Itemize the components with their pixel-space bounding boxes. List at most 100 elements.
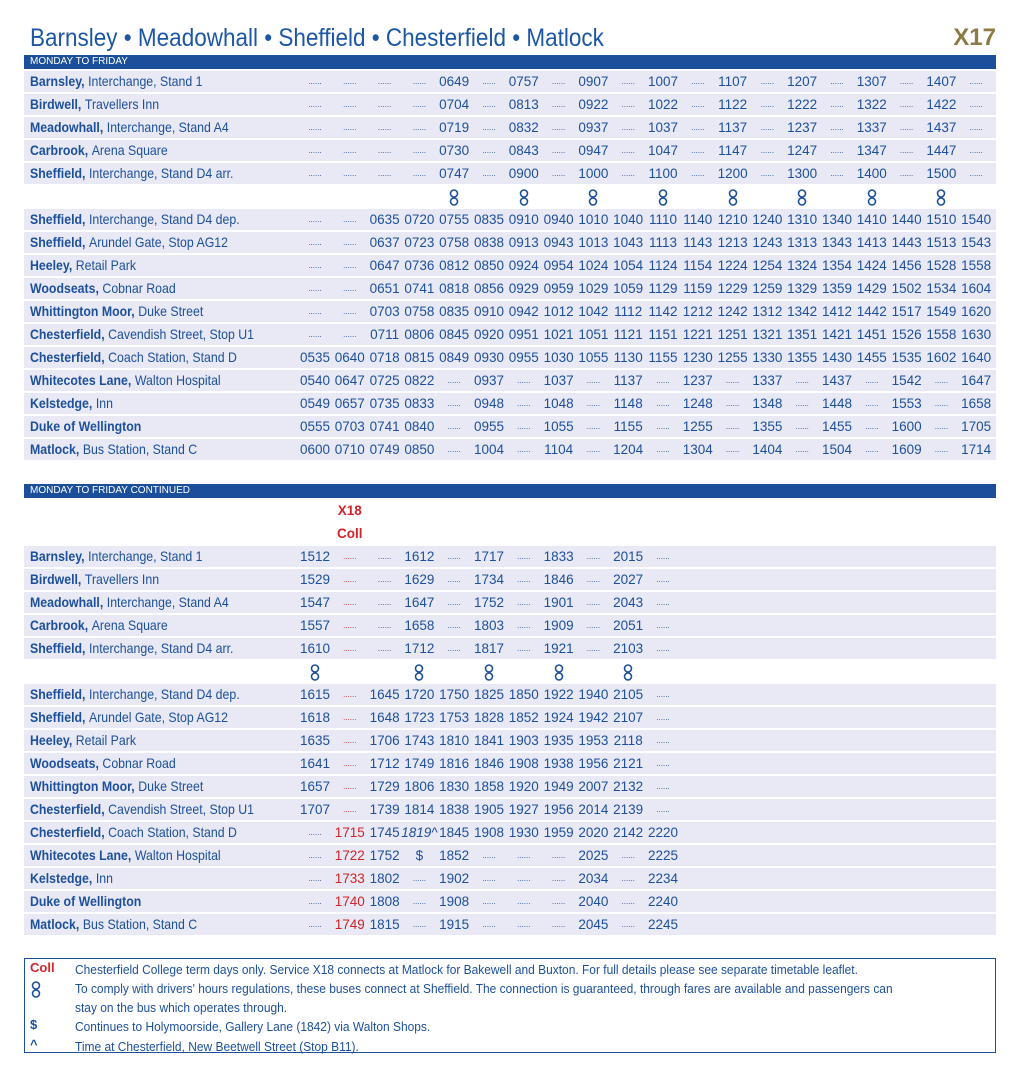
time-cell: 0812 <box>439 258 470 273</box>
stop-place: Duke of Wellington <box>30 418 142 434</box>
time-cell: 0833 <box>404 396 435 411</box>
row-band <box>24 707 996 728</box>
time-cell: 0813 <box>508 97 539 112</box>
row-band <box>24 845 996 866</box>
time-cell: ...... <box>377 552 392 561</box>
time-cell: 0703 <box>334 419 365 434</box>
time-cell: 1602 <box>926 350 957 365</box>
stop-name: Chesterfield, Cavendish Street, Stop U1 <box>30 324 254 345</box>
time-cell: 1647 <box>404 595 435 610</box>
stop-place: Whittington Moor, <box>30 778 135 794</box>
stop-place: Chesterfield, <box>30 326 105 342</box>
time-cell: 1750 <box>439 687 470 702</box>
time-cell: 2007 <box>578 779 609 794</box>
time-cell: ...... <box>447 552 461 561</box>
stop-name: Kelstedge, Inn <box>30 868 113 889</box>
time-cell: ...... <box>621 169 635 178</box>
time-cell: 0719 <box>439 120 470 135</box>
time-cell: 0943 <box>543 235 574 250</box>
time-cell: 2034 <box>578 871 609 886</box>
stop-detail: Arena Square <box>91 617 168 633</box>
stop-place: Sheffield, <box>30 211 86 227</box>
time-cell: ...... <box>691 100 705 109</box>
row-band <box>24 232 996 253</box>
time-cell: 1437 <box>926 120 957 135</box>
time-cell: 1013 <box>578 235 609 250</box>
time-cell: 1935 <box>543 733 574 748</box>
time-cell: ...... <box>343 284 357 293</box>
time-cell: ...... <box>412 77 427 86</box>
stop-name: Sheffield, Interchange, Stand D4 dep. <box>30 209 240 230</box>
time-cell: 0838 <box>473 235 505 250</box>
time-cell: ...... <box>899 77 914 86</box>
time-cell: 1535 <box>891 350 922 365</box>
time-cell: ...... <box>377 598 392 607</box>
stop-detail: Interchange, Stand A4 <box>106 594 229 610</box>
time-cell: 1618 <box>299 710 331 725</box>
time-cell: ...... <box>377 100 392 109</box>
time-cell: 1526 <box>891 327 922 342</box>
time-cell: 0843 <box>508 143 539 158</box>
time-cell: ...... <box>308 330 322 339</box>
time-cell: 1300 <box>787 166 818 181</box>
time-cell: 1221 <box>682 327 713 342</box>
time-cell: 1528 <box>926 258 957 273</box>
row-band <box>24 891 996 912</box>
time-cell: 1113 <box>648 235 678 250</box>
stop-place: Whitecotes Lane, <box>30 372 132 388</box>
connection-icon <box>867 189 877 211</box>
stop-place: Chesterfield, <box>30 801 105 817</box>
time-cell: 1905 <box>473 802 505 817</box>
stop-detail: Coach Station, Stand D <box>108 824 237 840</box>
time-cell: 1255 <box>717 350 748 365</box>
time-cell: 1547 <box>299 595 331 610</box>
time-cell: ...... <box>725 399 740 408</box>
stop-detail: Travellers Inn <box>84 96 160 112</box>
time-cell: ...... <box>656 445 670 454</box>
time-cell: 1430 <box>821 350 853 365</box>
time-cell: 1040 <box>613 212 644 227</box>
time-cell: 1207 <box>787 74 818 89</box>
time-cell: ...... <box>343 598 357 607</box>
time-cell: 1723 <box>404 710 435 725</box>
time-cell: 1147 <box>718 143 748 158</box>
chain-icon <box>623 664 633 681</box>
time-cell: ...... <box>656 422 670 431</box>
row-band <box>24 615 996 636</box>
stop-place: Sheffield, <box>30 165 86 181</box>
row-band <box>24 592 996 613</box>
time-cell: ...... <box>308 307 322 316</box>
time-cell: 1429 <box>856 281 887 296</box>
time-cell: ...... <box>865 445 879 454</box>
time-cell: ...... <box>899 146 914 155</box>
time-cell: 0907 <box>578 74 609 89</box>
stop-detail: Retail Park <box>75 732 137 748</box>
time-cell: 0922 <box>578 97 609 112</box>
time-cell: 1407 <box>926 74 957 89</box>
stop-detail: Interchange, Stand D4 dep. <box>88 686 240 702</box>
time-cell: ...... <box>308 169 322 178</box>
time-cell: 1715 <box>334 825 365 840</box>
time-cell: 1029 <box>578 281 609 296</box>
time-cell: 1451 <box>856 327 887 342</box>
time-cell: 1012 <box>543 304 574 319</box>
time-cell: 1658 <box>404 618 435 633</box>
time-cell: 1337 <box>752 373 783 388</box>
time-cell: 1529 <box>299 572 331 587</box>
time-cell: 1510 <box>926 212 957 227</box>
time-cell: ...... <box>934 376 949 385</box>
time-cell: 1942 <box>578 710 609 725</box>
time-cell: 1321 <box>752 327 783 342</box>
time-cell: 0736 <box>404 258 435 273</box>
time-cell: 1846 <box>473 756 505 771</box>
time-cell: ...... <box>377 77 392 86</box>
time-cell: 1448 <box>821 396 853 411</box>
stop-detail: Interchange, Stand 1 <box>88 73 203 89</box>
time-cell: ...... <box>551 169 566 178</box>
connection-icon <box>31 981 41 1003</box>
chain-icon <box>484 664 494 681</box>
time-cell: 1814 <box>404 802 435 817</box>
stop-place: Sheffield, <box>30 234 86 250</box>
time-cell: 0937 <box>473 373 505 388</box>
stop-place: Woodseats, <box>30 280 99 296</box>
